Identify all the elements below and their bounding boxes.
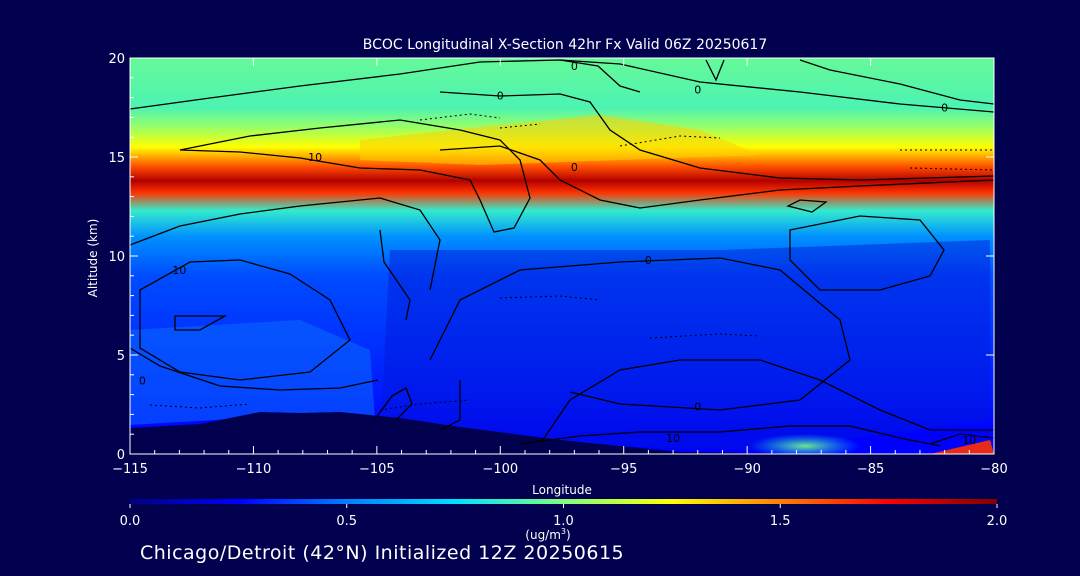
contour-line	[559, 59, 641, 93]
x-axis-label: Longitude	[532, 483, 592, 497]
contour-line-dashed	[649, 333, 761, 339]
contour-line	[439, 380, 461, 431]
contour-line	[705, 59, 725, 82]
field-patch-upper-yellow	[360, 115, 760, 165]
contour-label: 0	[139, 375, 146, 388]
x-tick-label: −105	[359, 462, 395, 477]
contour-label: 0	[497, 90, 504, 103]
contour-line-dashed	[499, 123, 541, 129]
contour-line	[519, 425, 941, 447]
chart-title: BCOC Longitudinal X-Section 42hr Fx Vali…	[363, 37, 767, 53]
colorbar	[130, 499, 997, 504]
field-hotspot-surface	[750, 434, 860, 454]
contour-line	[130, 197, 441, 291]
colorbar-units-main: (ug/m	[525, 528, 561, 542]
contour-line	[539, 359, 994, 445]
x-tick-label: −90	[733, 462, 760, 477]
colorbar-tick-label: 0.5	[336, 514, 357, 529]
colorbar-units-sup: 3	[561, 527, 566, 536]
plot-area: 0 0 0 0 0 10 10 0 0 0 10 10	[130, 58, 994, 454]
contour-line-dashed	[419, 113, 501, 121]
contour-line	[786, 199, 828, 213]
y-axis: 0 5 10 15 20	[108, 52, 994, 463]
contour-line	[174, 315, 228, 331]
contour-labels: 0 0 0 0 0 10 10 0 0 0 10 10	[139, 60, 976, 447]
contour-line-dashed	[909, 167, 994, 171]
contour-line	[130, 347, 379, 391]
contour-line	[439, 145, 994, 209]
contour-label: 10	[666, 432, 680, 445]
contour-label: 0	[941, 102, 948, 115]
contour-lines	[130, 59, 994, 447]
contour-line-dashed	[619, 135, 721, 147]
contour-label: 0	[571, 60, 578, 73]
colorbar-units: (ug/m3)	[525, 527, 570, 542]
contour-line-dashed	[499, 295, 601, 301]
contour-lines-dashed	[149, 113, 994, 411]
contour-line-dashed	[379, 399, 471, 411]
contour-line-dashed	[149, 403, 251, 409]
colorbar-tick-label: 2.0	[987, 514, 1008, 529]
y-tick-label: 10	[108, 250, 125, 265]
colorbar-ticks: 0.0 0.5 1.0 1.5 2.0	[120, 504, 1008, 529]
contour-label: 0	[694, 84, 701, 97]
footer-init-text: Chicago/Detroit (42°N) Initialized 12Z 2…	[140, 542, 625, 564]
contour-label: 0	[571, 161, 578, 174]
field-patch-west-low	[130, 320, 375, 425]
contour-label: 10	[308, 151, 322, 164]
x-tick-label: −100	[482, 462, 518, 477]
terrain	[130, 412, 994, 454]
contour-line	[179, 119, 531, 233]
colorbar-tick-label: 0.0	[120, 514, 141, 529]
field-hotspot-east	[930, 440, 994, 454]
contour-line	[789, 215, 945, 291]
y-tick-label: 15	[108, 151, 125, 166]
field-patch-central-low	[380, 240, 990, 450]
x-axis: −115 −110 −105 −100 −95 −90 −85 −80	[112, 58, 1008, 477]
contour-line	[799, 59, 994, 105]
contour-line	[375, 387, 413, 421]
colorbar-units-close: )	[566, 528, 571, 542]
y-axis-label: Altitude (km)	[86, 219, 100, 298]
y-tick-label: 0	[117, 448, 125, 463]
contour-label: 0	[645, 254, 652, 267]
contour-line	[429, 257, 851, 411]
contour-line	[439, 91, 994, 181]
contour-label: 10	[962, 434, 976, 447]
x-tick-label: −85	[857, 462, 884, 477]
contour-line	[929, 433, 994, 445]
contour-label: 10	[172, 264, 186, 277]
x-tick-label: −110	[236, 462, 272, 477]
y-tick-label: 5	[117, 349, 125, 364]
colorbar-tick-label: 1.0	[553, 514, 574, 529]
contour-line	[379, 229, 411, 321]
x-tick-label: −115	[112, 462, 148, 477]
colorbar-tick-label: 1.5	[770, 514, 791, 529]
contour-line	[139, 259, 351, 381]
contour-label: 0	[694, 400, 701, 413]
y-tick-label: 20	[108, 52, 125, 67]
x-tick-label: −80	[980, 462, 1007, 477]
x-tick-label: −95	[610, 462, 637, 477]
